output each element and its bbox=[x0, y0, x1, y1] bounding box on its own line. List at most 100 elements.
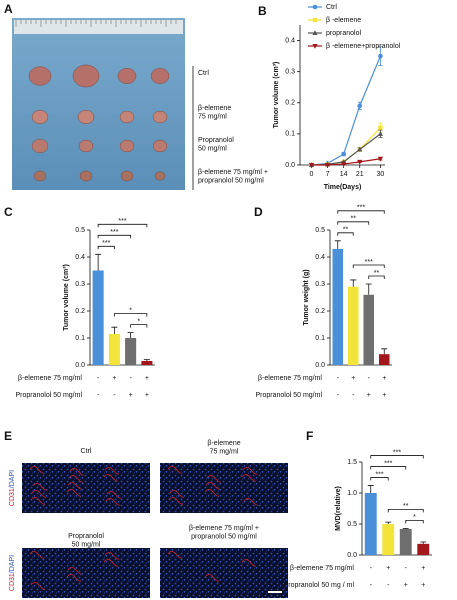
sign: - bbox=[370, 582, 373, 589]
significance-bracket bbox=[337, 221, 370, 225]
series-line bbox=[311, 55, 381, 166]
cd31-signal bbox=[243, 498, 259, 506]
sign: - bbox=[97, 375, 100, 382]
sign: - bbox=[405, 565, 408, 572]
significance-bracket bbox=[368, 275, 385, 279]
significance-label: * bbox=[137, 318, 140, 325]
point bbox=[308, 163, 315, 168]
y-tick-label: 0.2 bbox=[285, 100, 295, 107]
legend-label: β -elemene bbox=[326, 17, 361, 24]
if-image bbox=[160, 548, 288, 598]
y-tick-label: 0.4 bbox=[75, 254, 85, 261]
group-label: Ctrl bbox=[198, 70, 209, 77]
error-bar bbox=[111, 326, 118, 334]
cd31-signal bbox=[104, 552, 120, 560]
significance-bracket bbox=[370, 477, 389, 481]
chart: F 0.0 0.5 1.0 1.5 MVD(relative) β-elemene 75 m… bbox=[284, 429, 432, 589]
significance-bracket bbox=[387, 508, 424, 513]
tumor bbox=[33, 170, 47, 182]
y-tick-label: 0.1 bbox=[315, 335, 325, 342]
panel-a: A Ctrl β-elemene 75 mg/ml Propranolol 50 mg/… bbox=[4, 2, 268, 190]
error-bar bbox=[350, 279, 357, 287]
legend-marker bbox=[312, 44, 318, 49]
group-label: β-elemene 75 mg/ml + propranolol 50 mg/ml bbox=[189, 525, 259, 540]
y-tick-label: 0.1 bbox=[285, 131, 295, 138]
error-bar bbox=[381, 348, 388, 355]
cd31-signal bbox=[30, 497, 46, 505]
significance-label: * bbox=[129, 307, 132, 314]
y-axis-label: Tumor weight (g) bbox=[303, 269, 310, 325]
cd31-signal bbox=[241, 559, 257, 567]
significance-label: *** bbox=[110, 229, 118, 236]
point bbox=[377, 156, 384, 162]
stain-label: CD31/DAPI bbox=[9, 470, 16, 506]
bar bbox=[382, 524, 395, 555]
significance-bracket bbox=[370, 466, 407, 470]
tumor bbox=[31, 138, 49, 154]
error-bar bbox=[365, 283, 372, 295]
significance-bracket bbox=[370, 455, 424, 459]
y-tick-label: 0.0 bbox=[347, 552, 357, 559]
bar bbox=[399, 528, 412, 555]
y-axis-label: Tumor volume (cm³) bbox=[63, 264, 70, 331]
stain-part: CD31 bbox=[9, 573, 16, 591]
group-label: Ctrl bbox=[81, 448, 92, 455]
chart: C 0.0 0.1 0.2 0.3 0.4 0.5 Tumor volume (cm³) β-e… bbox=[4, 205, 155, 399]
legend-marker bbox=[312, 17, 318, 23]
cd31-signal bbox=[168, 497, 184, 505]
tumor bbox=[150, 68, 170, 84]
if-image bbox=[22, 548, 150, 598]
error-bar bbox=[367, 485, 374, 493]
tumor bbox=[117, 68, 137, 84]
significance-label: *** bbox=[357, 205, 365, 212]
cd31-signal bbox=[68, 475, 84, 483]
significance-bracket bbox=[97, 245, 115, 250]
tumor bbox=[120, 170, 134, 182]
point bbox=[324, 163, 331, 168]
tumor bbox=[77, 109, 95, 125]
tumor bbox=[72, 64, 100, 88]
x-tick-label: 0 bbox=[310, 171, 314, 178]
x-tick-label: 7 bbox=[326, 171, 330, 178]
cd31-signal bbox=[105, 498, 121, 506]
y-tick-label: 0.3 bbox=[75, 281, 85, 288]
bar bbox=[92, 270, 104, 365]
bar bbox=[141, 360, 153, 365]
cd31-signal bbox=[29, 466, 45, 474]
bar bbox=[417, 543, 430, 555]
y-tick-label: 0.3 bbox=[285, 69, 295, 76]
sign: + bbox=[129, 392, 133, 399]
row-label: Propranolol 50 mg / ml bbox=[284, 582, 355, 589]
sign: - bbox=[370, 565, 373, 572]
y-tick-label: 0.0 bbox=[75, 362, 85, 369]
sign: - bbox=[337, 375, 340, 382]
cd31-signal bbox=[169, 490, 185, 498]
point bbox=[377, 131, 384, 136]
sign: + bbox=[382, 392, 386, 399]
bar bbox=[347, 286, 359, 365]
cd31-signal bbox=[103, 474, 119, 482]
tumor bbox=[31, 109, 49, 125]
cd31-signal bbox=[205, 482, 221, 490]
sign: - bbox=[113, 392, 116, 399]
significance-label: *** bbox=[102, 240, 110, 247]
cd31-signal bbox=[67, 482, 83, 490]
significance-label: ** bbox=[374, 270, 380, 277]
if-image bbox=[160, 463, 288, 513]
stain-part: /DAPI bbox=[9, 555, 16, 573]
cd31-signal bbox=[167, 466, 183, 474]
y-tick-label: 0.2 bbox=[315, 308, 325, 315]
stain-part: CD31 bbox=[9, 488, 16, 506]
significance-label: ** bbox=[351, 216, 357, 223]
significance-label: *** bbox=[365, 259, 373, 266]
y-tick-label: 0.1 bbox=[75, 335, 85, 342]
y-tick-label: 0.0 bbox=[315, 362, 325, 369]
group-label: Propranolol 50 mg/ml bbox=[68, 533, 104, 548]
y-axis-label: Tumor volume (cm³) bbox=[273, 62, 280, 129]
y-tick-label: 0.2 bbox=[75, 308, 85, 315]
cd31-signal bbox=[69, 468, 85, 476]
significance-label: *** bbox=[384, 460, 392, 467]
sign: + bbox=[421, 565, 425, 572]
sign: - bbox=[352, 392, 355, 399]
ruler bbox=[14, 20, 183, 34]
